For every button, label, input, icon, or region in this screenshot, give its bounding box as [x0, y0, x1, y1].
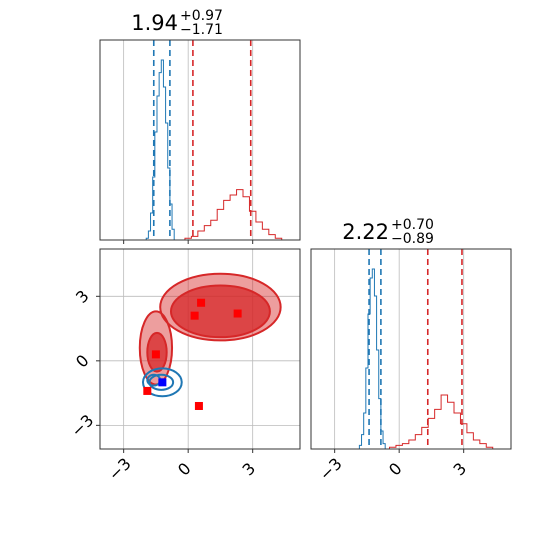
x-tick-label: 0	[385, 459, 406, 480]
title-plus-error: +0.97	[180, 8, 223, 24]
red-marker	[197, 298, 206, 307]
red-marker	[151, 350, 160, 359]
x-tick-label: 0	[174, 459, 195, 480]
title-minus-error: −1.71	[180, 22, 223, 38]
x-tick-label: −3	[316, 454, 346, 484]
red-marker	[233, 309, 242, 318]
blue-contour	[148, 373, 175, 391]
blue-marker	[158, 378, 167, 387]
red-histogram	[178, 189, 289, 241]
frame-layer	[96, 39, 512, 453]
y-tick-label: −3	[67, 411, 97, 441]
title-value: 2.22	[342, 220, 389, 244]
title-value: 1.94	[131, 11, 178, 35]
panel-frame	[99, 248, 301, 450]
title-plus-error: +0.70	[391, 217, 434, 233]
y-tick-label: 0	[72, 351, 93, 372]
contour-fill-layer	[138, 272, 282, 398]
red-marker	[190, 311, 199, 320]
x-tick-label: −3	[105, 454, 135, 484]
blue-contour	[142, 367, 183, 398]
x-tick-label: 3	[238, 459, 259, 480]
red-contour	[169, 284, 271, 339]
title-minus-error: −0.89	[391, 231, 434, 247]
marker-layer	[143, 298, 242, 410]
blue-histogram	[357, 268, 388, 450]
red-marker	[194, 401, 203, 410]
label-layer: −3 −3 0 0 3 3 −3 0 3 1.94 +0.97−1.71 2.22 +0.70−0.89	[67, 8, 470, 484]
x-tick-label: 3	[449, 459, 470, 480]
y-tick-label: 3	[72, 286, 93, 307]
red-marker	[143, 386, 152, 395]
blue-histogram	[144, 59, 177, 241]
panel-frame	[99, 39, 301, 241]
panel-frame	[310, 248, 512, 450]
line-layer	[144, 40, 500, 450]
red-histogram	[383, 394, 500, 450]
